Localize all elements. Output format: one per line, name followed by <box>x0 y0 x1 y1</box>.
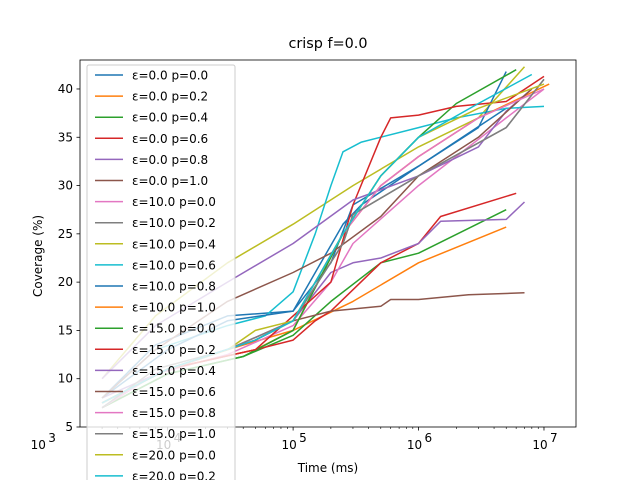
y-tick-label: 15 <box>58 323 73 337</box>
legend-label: ε=15.0 p=0.8 <box>132 406 216 420</box>
axes: 510152025303540103104105106107 <box>31 59 577 452</box>
x-tick-label: 10 <box>281 438 296 452</box>
legend-label: ε=15.0 p=0.0 <box>132 322 216 336</box>
x-tick-exponent: 6 <box>425 431 433 445</box>
legend-label: ε=20.0 p=0.0 <box>132 448 216 462</box>
legend-label: ε=10.0 p=0.8 <box>132 280 216 294</box>
y-tick-label: 40 <box>58 82 73 96</box>
legend-label: ε=0.0 p=0.0 <box>132 69 208 83</box>
y-axis-label: Coverage (%) <box>31 215 45 297</box>
legend-label: ε=15.0 p=1.0 <box>132 427 216 441</box>
legend-label: ε=15.0 p=0.4 <box>132 364 216 378</box>
legend-label: ε=0.0 p=0.6 <box>132 132 208 146</box>
y-tick-label: 5 <box>65 420 73 434</box>
y-tick-label: 25 <box>58 227 73 241</box>
legend-label: ε=20.0 p=0.2 <box>132 469 216 480</box>
legend-label: ε=0.0 p=0.8 <box>132 153 208 167</box>
y-tick-label: 20 <box>58 275 73 289</box>
legend-box <box>86 64 236 480</box>
y-tick-label: 35 <box>58 130 73 144</box>
x-tick-label: 10 <box>407 438 422 452</box>
legend-label: ε=0.0 p=1.0 <box>132 174 208 188</box>
y-tick-label: 30 <box>58 179 73 193</box>
x-tick-label: 10 <box>31 438 46 452</box>
legend-label: ε=10.0 p=0.6 <box>132 258 216 272</box>
x-tick-label: 10 <box>532 438 547 452</box>
x-axis-label: Time (ms) <box>297 461 359 475</box>
chart-title: crisp f=0.0 <box>288 36 367 52</box>
legend-label: ε=10.0 p=0.2 <box>132 216 216 230</box>
x-tick-exponent: 3 <box>48 431 56 445</box>
legend-label: ε=0.0 p=0.4 <box>132 111 208 125</box>
legend-label: ε=0.0 p=0.2 <box>132 90 208 104</box>
legend-label: ε=10.0 p=1.0 <box>132 301 216 315</box>
plot-frame <box>79 59 577 428</box>
legend-label: ε=15.0 p=0.2 <box>132 343 216 357</box>
legend-label: ε=10.0 p=0.0 <box>132 195 216 209</box>
legend-label: ε=10.0 p=0.4 <box>132 237 216 251</box>
x-tick-exponent: 7 <box>550 431 558 445</box>
x-tick-exponent: 5 <box>299 431 307 445</box>
legend: ε=0.0 p=0.0 ε=0.0 p=0.2 ε=0.0 p=0.4 ε=0.0 p… <box>86 64 236 480</box>
y-tick-label: 10 <box>58 372 73 386</box>
legend-label: ε=15.0 p=0.6 <box>132 385 216 399</box>
